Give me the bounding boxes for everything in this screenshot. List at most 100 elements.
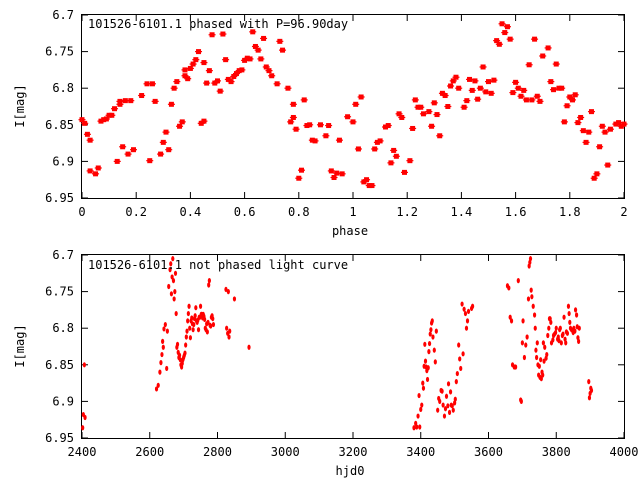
- data-point: [190, 315, 194, 321]
- data-point: [187, 303, 191, 309]
- x-tick-label: 0.8: [288, 205, 310, 219]
- data-point: [228, 328, 232, 334]
- y-tick-label: 6.85: [45, 358, 74, 372]
- x-tick-label: 2800: [203, 445, 232, 459]
- data-point: [562, 314, 566, 320]
- data-point: [193, 313, 197, 319]
- data-point: [541, 372, 545, 378]
- data-point: [458, 356, 462, 362]
- data-point: [173, 270, 178, 276]
- data-point: [566, 303, 571, 309]
- data-point: [470, 303, 475, 309]
- data-point: [171, 256, 175, 262]
- y-axis-label-not-phased: I[mag]: [13, 324, 27, 367]
- data-point: [524, 342, 528, 348]
- data-point: [520, 340, 524, 346]
- x-tick-label: 0: [78, 205, 85, 219]
- data-point: [185, 328, 189, 334]
- data-point: [430, 318, 434, 324]
- data-point: [565, 330, 570, 336]
- data-point: [546, 332, 550, 339]
- data-point: [543, 344, 547, 350]
- y-tick-label: 6.8: [52, 81, 74, 95]
- y-tick-label: 6.95: [45, 191, 74, 205]
- data-point: [225, 325, 229, 331]
- data-point: [416, 413, 420, 419]
- y-tick-label: 6.7: [52, 248, 74, 262]
- data-point: [183, 350, 187, 356]
- y-tick-label: 6.9: [52, 394, 74, 408]
- data-point: [436, 407, 440, 413]
- data-point: [466, 308, 471, 314]
- data-point: [421, 385, 426, 391]
- data-point: [421, 380, 425, 386]
- data-point: [175, 341, 180, 347]
- data-point: [165, 328, 169, 334]
- x-tick-label: 3600: [474, 445, 503, 459]
- data-point: [446, 403, 450, 409]
- data-point: [81, 425, 85, 431]
- data-point: [453, 396, 457, 402]
- y-axis-label-phased: I[mag]: [13, 84, 27, 127]
- x-tick-label: 4000: [610, 445, 639, 459]
- y-tick-label: 6.9: [52, 154, 74, 168]
- data-point: [529, 287, 533, 293]
- plot-frame-not-phased: [81, 254, 625, 439]
- x-tick-label: 1.2: [396, 205, 418, 219]
- data-point: [549, 319, 553, 325]
- data-point: [558, 325, 562, 331]
- data-point: [462, 306, 466, 312]
- y-tick-label: 6.95: [45, 431, 74, 445]
- data-point: [159, 360, 163, 366]
- x-tick-label: 0.2: [125, 205, 147, 219]
- data-point: [519, 398, 523, 404]
- data-point: [587, 379, 591, 385]
- data-point: [207, 278, 211, 284]
- data-point: [177, 352, 182, 358]
- data-point: [568, 319, 572, 325]
- data-point: [547, 325, 551, 331]
- data-point: [161, 344, 165, 350]
- data-point: [162, 326, 166, 332]
- chart-not-phased: 6.7 6.75 6.8 6.85 6.9 6.95 2400 2600 2800 3000 32…: [13, 248, 638, 478]
- data-point: [156, 382, 160, 388]
- data-point: [211, 316, 215, 322]
- data-point: [589, 387, 594, 394]
- data-point: [169, 261, 173, 267]
- x-tick-label: 0.4: [180, 205, 202, 219]
- data-point: [419, 406, 423, 413]
- data-point: [526, 296, 531, 302]
- data-point: [417, 392, 421, 399]
- y-tick-label: 6.8: [52, 321, 74, 335]
- data-point: [525, 334, 529, 340]
- plot-frame-phased: [81, 14, 625, 199]
- y-tick-label: 6.75: [45, 45, 74, 59]
- data-point: [559, 340, 563, 346]
- data-point: [564, 340, 568, 346]
- data-point: [173, 289, 177, 295]
- data-point: [178, 357, 182, 363]
- data-point: [461, 351, 465, 357]
- data-point: [428, 331, 432, 337]
- data-point: [205, 329, 209, 335]
- data-point: [172, 296, 176, 302]
- data-point: [535, 340, 539, 346]
- data-point: [557, 338, 561, 344]
- data-point: [574, 312, 579, 318]
- data-point: [169, 291, 174, 297]
- data-point: [451, 407, 455, 413]
- chart-title-phased: 101526-6101.1 phased with P=96.90day: [88, 17, 348, 31]
- data-point: [226, 289, 230, 295]
- data-point: [203, 316, 207, 323]
- data-point: [509, 318, 514, 324]
- data-point: [423, 358, 428, 364]
- data-point: [551, 337, 555, 343]
- data-point: [432, 347, 436, 353]
- data-point: [211, 321, 216, 328]
- data-point: [465, 318, 470, 324]
- data-point: [441, 402, 445, 408]
- data-point: [224, 286, 228, 293]
- data-point: [535, 354, 539, 361]
- data-point: [537, 363, 541, 369]
- x-tick-label: 3800: [542, 445, 571, 459]
